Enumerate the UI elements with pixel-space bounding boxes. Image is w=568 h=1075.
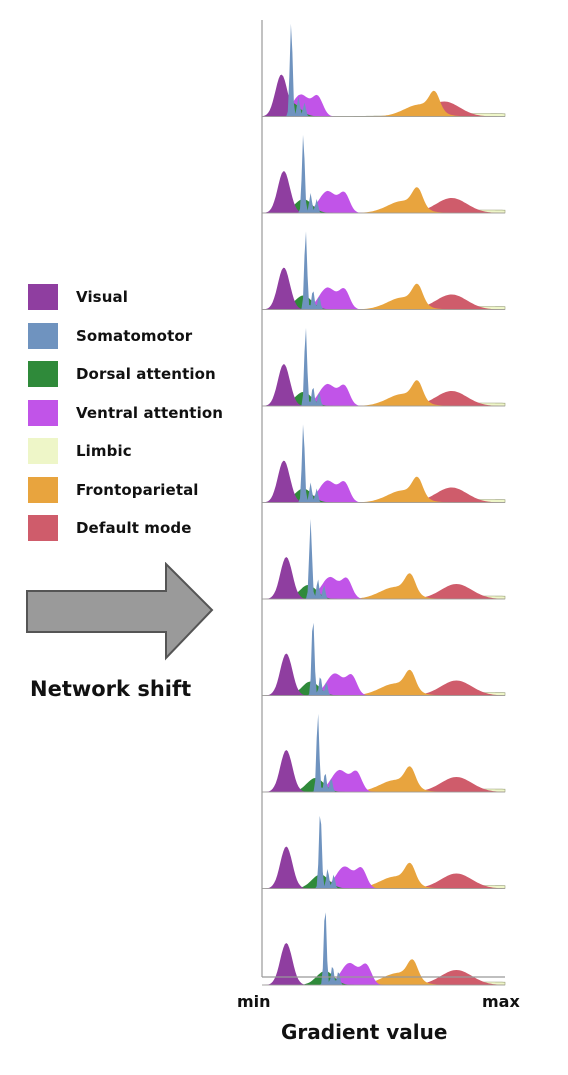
network-shift-label: Network shift — [30, 677, 192, 701]
density-frontoparietal — [262, 862, 505, 889]
legend-label: Default mode — [76, 519, 192, 537]
density-visual — [262, 267, 505, 310]
density-default-mode — [262, 777, 505, 792]
density-visual — [262, 750, 505, 792]
density-somatomotor — [262, 23, 505, 117]
density-ventral-attention — [262, 480, 505, 503]
legend-swatch — [28, 322, 58, 349]
density-visual — [262, 171, 505, 213]
legend-item: Default mode — [28, 513, 192, 543]
legend-item: Limbic — [28, 436, 132, 466]
density-visual — [262, 557, 505, 599]
density-default-mode — [262, 680, 505, 696]
density-default-mode — [262, 487, 505, 503]
legend-item: Frontoparietal — [28, 475, 199, 505]
legend-item: Somatomotor — [28, 321, 192, 351]
density-ventral-attention — [262, 287, 505, 310]
density-default-mode — [262, 970, 505, 985]
density-frontoparietal — [262, 669, 505, 696]
density-ventral-attention — [262, 94, 505, 117]
density-visual — [262, 653, 505, 696]
density-ventral-attention — [262, 190, 505, 213]
legend-swatch — [28, 476, 58, 503]
density-visual — [262, 364, 505, 406]
x-tick-max: max — [482, 992, 520, 1011]
density-default-mode — [262, 873, 505, 889]
legend-label: Frontoparietal — [76, 480, 199, 499]
density-visual — [262, 74, 505, 117]
legend-label: Visual — [76, 288, 128, 306]
legend-item: Dorsal attention — [28, 359, 216, 389]
right-arrow-icon — [26, 562, 214, 661]
density-visual — [262, 846, 505, 889]
legend-item: Ventral attention — [28, 398, 223, 428]
density-ventral-attention — [262, 383, 505, 406]
legend-swatch — [28, 399, 58, 426]
density-default-mode — [262, 584, 505, 599]
density-frontoparietal — [262, 90, 505, 117]
density-frontoparietal — [262, 959, 505, 985]
density-default-mode — [262, 294, 505, 310]
density-somatomotor — [262, 519, 505, 599]
x-axis-title: Gradient value — [281, 1020, 448, 1044]
density-default-mode — [262, 391, 505, 406]
legend-item: Visual — [28, 282, 128, 312]
legend-label: Dorsal attention — [76, 365, 216, 383]
legend-label: Somatomotor — [76, 326, 193, 345]
x-tick-min: min — [237, 992, 271, 1011]
density-frontoparietal — [262, 380, 505, 406]
density-frontoparietal — [262, 476, 505, 503]
legend-swatch — [28, 515, 58, 541]
legend-swatch — [28, 438, 58, 464]
density-default-mode — [262, 198, 505, 213]
density-frontoparietal — [262, 573, 505, 599]
density-frontoparietal — [262, 283, 505, 310]
legend-swatch — [28, 284, 58, 310]
density-somatomotor — [262, 713, 505, 792]
legend-label: Ventral attention — [76, 403, 224, 422]
density-visual — [262, 943, 505, 985]
legend-swatch — [28, 361, 58, 387]
density-visual — [262, 460, 505, 503]
density-frontoparietal — [262, 187, 505, 213]
density-somatomotor — [262, 815, 505, 889]
legend-label: Limbic — [76, 442, 132, 460]
density-ventral-attention — [262, 673, 505, 696]
density-frontoparietal — [262, 766, 505, 792]
